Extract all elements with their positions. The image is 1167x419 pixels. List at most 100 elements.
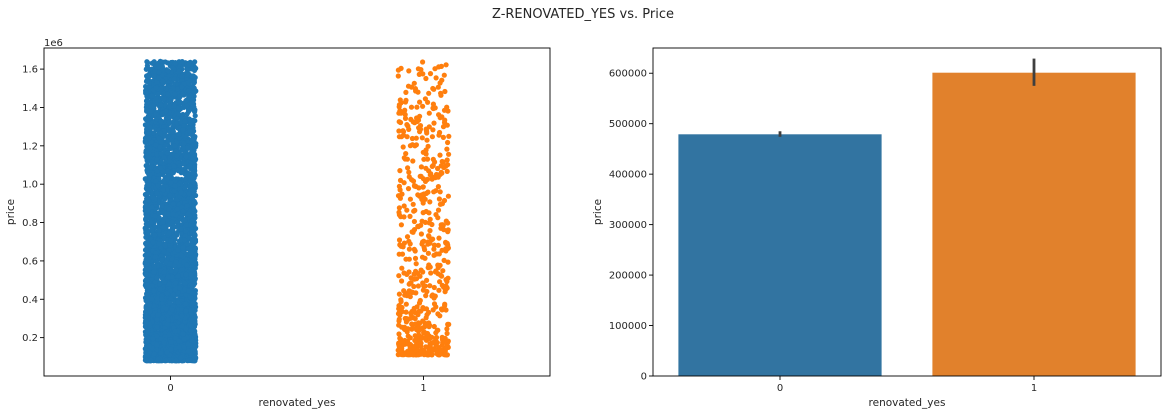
strip-point: [396, 205, 402, 211]
strip-point: [173, 267, 179, 273]
strip-point: [181, 185, 188, 191]
strip-point: [155, 356, 161, 362]
strip-point: [152, 279, 158, 285]
strip-point: [172, 280, 179, 286]
strip-point: [418, 343, 424, 349]
strip-point: [443, 286, 449, 292]
strip-point: [156, 75, 162, 81]
strip-point: [157, 165, 164, 171]
strip-point: [145, 329, 151, 335]
strip-point: [156, 69, 162, 75]
strip-point: [442, 88, 448, 95]
strip-point: [396, 212, 402, 218]
strip-point: [142, 259, 148, 265]
strip-point: [182, 301, 189, 307]
strip-point: [156, 210, 162, 216]
strip-point: [181, 123, 187, 129]
strip-point: [151, 59, 157, 65]
strip-point: [411, 344, 417, 350]
strip-point: [182, 218, 188, 224]
strip-point: [438, 163, 444, 169]
strip-point: [419, 135, 425, 141]
strip-point: [174, 153, 180, 159]
strip-point: [425, 99, 431, 105]
strip-point: [423, 75, 429, 82]
strip-point: [151, 351, 157, 357]
strip-point: [166, 281, 172, 287]
strip-point: [165, 317, 171, 323]
strip-point: [144, 107, 150, 113]
strip-series-1: [395, 59, 452, 358]
strip-point: [409, 135, 415, 142]
strip-point: [437, 313, 443, 319]
strip-point: [156, 241, 162, 247]
strip-point: [148, 357, 154, 363]
strip-point: [149, 296, 155, 302]
strip-point: [192, 331, 198, 338]
strip-point: [188, 271, 194, 278]
strip-point: [427, 283, 433, 289]
bar-1: [932, 72, 1136, 376]
strip-point: [161, 279, 167, 285]
strip-point: [158, 336, 164, 342]
strip-point: [154, 274, 160, 281]
strip-point: [420, 210, 426, 216]
strip-point: [167, 103, 173, 110]
strip-point: [396, 291, 402, 297]
strip-point: [412, 255, 419, 261]
strip-point: [430, 127, 436, 133]
strip-point: [425, 250, 431, 256]
strip-point: [438, 347, 444, 353]
strip-point: [192, 344, 198, 350]
strip-point: [407, 213, 413, 219]
strip-point: [435, 215, 441, 221]
strip-point: [166, 221, 173, 227]
strip-point: [404, 156, 410, 162]
strip-y-offset-text: 1e6: [44, 38, 63, 49]
strip-point: [400, 128, 406, 134]
strip-point: [427, 71, 434, 77]
strip-point: [144, 298, 150, 304]
strip-point: [152, 254, 159, 260]
strip-point: [172, 60, 178, 66]
strip-point: [423, 147, 429, 153]
strip-point: [150, 336, 156, 342]
strip-point: [444, 326, 450, 332]
strip-point: [413, 326, 420, 333]
strip-point: [413, 142, 419, 148]
strip-point: [192, 349, 198, 355]
strip-point: [189, 195, 195, 201]
strip-point: [441, 197, 448, 204]
strip-point: [154, 190, 160, 196]
strip-point: [418, 173, 424, 179]
strip-point: [413, 135, 419, 141]
strip-point: [423, 165, 429, 171]
strip-point: [166, 211, 172, 217]
strip-point: [435, 84, 441, 90]
bar-plot-frame: [652, 47, 1162, 377]
strip-point: [163, 357, 169, 363]
strip-point: [156, 172, 162, 178]
strip-point: [177, 94, 183, 100]
strip-point: [429, 221, 435, 228]
strip-point: [144, 277, 150, 283]
strip-point: [433, 334, 440, 341]
strip-y-ticks: 0.20.40.60.81.01.21.41.6: [22, 65, 44, 344]
strip-point: [179, 313, 185, 319]
strip-y-axis-label: price: [5, 199, 17, 225]
strip-point: [147, 302, 153, 308]
strip-y-tick-label: 1.4: [22, 103, 38, 114]
strip-point: [151, 288, 157, 294]
strip-point: [406, 246, 412, 252]
strip-point: [161, 96, 167, 102]
strip-point: [170, 201, 176, 207]
strip-point: [145, 130, 152, 136]
strip-point: [183, 176, 189, 182]
strip-point: [164, 349, 170, 355]
strip-point: [163, 259, 169, 266]
strip-point: [396, 310, 402, 316]
strip-point: [175, 167, 181, 173]
strip-point: [431, 323, 437, 330]
strip-point: [444, 146, 450, 152]
